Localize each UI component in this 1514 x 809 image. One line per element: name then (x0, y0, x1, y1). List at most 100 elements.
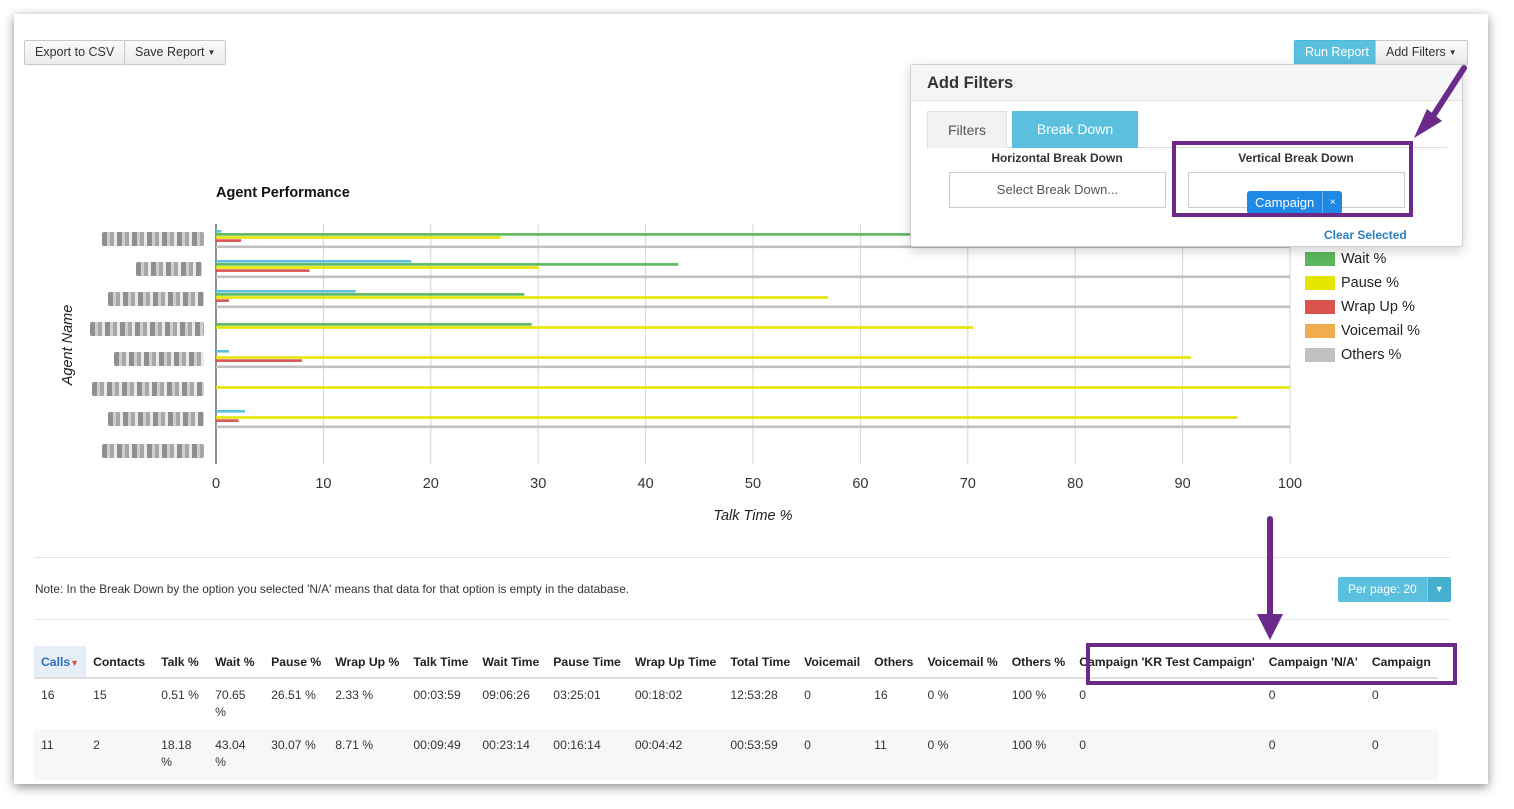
cell: 18.18 % (154, 729, 209, 780)
column-header-wait-time[interactable]: Wait Time (475, 646, 547, 679)
breakdown-note: Note: In the Break Down by the option yo… (35, 582, 630, 596)
x-tick-label: 10 (315, 476, 331, 492)
chart-title: Agent Performance (216, 185, 350, 201)
x-tick-label: 90 (1175, 476, 1191, 492)
cell: 100 % (1004, 729, 1073, 780)
cell: 0 (1371, 688, 1379, 702)
agent-name-redacted (90, 322, 204, 336)
vertical-breakdown-label: Vertical Break Down (1238, 151, 1354, 165)
campaign-chip: Campaign × (1247, 191, 1343, 214)
cell: 00:03:59 (413, 688, 461, 702)
table-row: 11 2 18.18 % 43.04 % 30.07 % 8.71 % 00:0… (34, 729, 1438, 780)
column-header-talk-pct[interactable]: Talk % (154, 646, 209, 679)
campaign-chip-label: Campaign (1247, 191, 1323, 214)
column-header-total-time[interactable]: Total Time (723, 646, 798, 679)
column-header-voicemail[interactable]: Voicemail (797, 646, 868, 679)
bar-wait--agent-2 (216, 293, 525, 296)
report-window: Export to CSV Save Report ▼ Run Report Ad… (14, 14, 1488, 784)
cell: 0 (797, 729, 868, 780)
bar-wait--agent-1 (216, 263, 679, 266)
x-tick-label: 50 (745, 476, 761, 492)
caret-down-icon[interactable]: ▼ (1426, 577, 1451, 602)
column-header-campaign-na[interactable]: Campaign 'N/A' (1261, 646, 1365, 679)
cell: 09:06:26 (482, 688, 530, 702)
column-header-wrapup-time[interactable]: Wrap Up Time (627, 646, 724, 679)
bar-wrap-up--agent-1 (216, 269, 310, 272)
run-report-button[interactable]: Run Report (1294, 40, 1380, 65)
add-filters-button[interactable]: Add Filters ▼ (1375, 40, 1468, 65)
divider (34, 619, 1450, 620)
column-header-wrapup-pct[interactable]: Wrap Up % (328, 646, 407, 679)
x-tick-label: 20 (423, 476, 439, 492)
cell: 43.04 % (208, 729, 265, 780)
cell: 00:18:02 (634, 688, 683, 702)
cell: 30.07 % (264, 729, 329, 780)
column-header-campaign[interactable]: Campaign (1364, 646, 1438, 679)
bar-talk-time--agent-0 (216, 230, 222, 233)
tab-filters[interactable]: Filters (927, 111, 1007, 148)
bar-pause--agent-4 (216, 356, 1192, 359)
agent-name-redacted (108, 292, 204, 306)
save-report-button[interactable]: Save Report ▼ (124, 40, 227, 65)
bar-pause--agent-2 (216, 296, 829, 299)
caret-down-icon: ▼ (207, 48, 216, 57)
cell: 00:16:14 (546, 729, 628, 780)
agent-name-redacted (102, 444, 204, 458)
bar-pause--agent-1 (216, 266, 539, 269)
column-header-calls[interactable]: Calls▼ (34, 646, 87, 679)
cell: 16 (41, 688, 55, 702)
agent-performance-chart: 0 10 20 30 40 50 60 70 80 90 100 Talk Time % Agent N… (60, 224, 1302, 524)
column-header-wait-pct[interactable]: Wait % (208, 646, 265, 679)
column-header-contacts[interactable]: Contacts (86, 646, 155, 679)
bar-talk-time--agent-4 (216, 350, 229, 353)
legend-item: Wait % (1305, 247, 1420, 271)
horizontal-breakdown-label: Horizontal Break Down (991, 151, 1123, 165)
bar-wait--agent-3 (216, 323, 532, 326)
legend-item: Wrap Up % (1305, 295, 1420, 319)
popup-tabs: Filters Break Down (927, 111, 1447, 148)
table-row: 16 15 0.51 % 70.65 % 26.51 % 2.33 % 00:0… (34, 678, 1438, 729)
bar-others--agent-2 (216, 305, 1290, 309)
bar-pause--agent-6 (216, 416, 1238, 419)
cell: 0 % (920, 729, 1005, 780)
bar-others--agent-6 (216, 425, 1290, 429)
bar-wait--agent-0 (216, 233, 975, 236)
bar-wrap-up--agent-0 (216, 239, 242, 242)
cell: 11 (867, 729, 921, 780)
cell: 00:04:42 (627, 729, 724, 780)
column-header-others[interactable]: Others (867, 646, 921, 679)
remove-chip-icon[interactable]: × (1322, 191, 1343, 214)
cell: 8.71 % (328, 729, 407, 780)
clear-selected-link[interactable]: Clear Selected (1324, 228, 1407, 242)
cell: 00:53:59 (723, 729, 798, 780)
x-tick-label: 80 (1067, 476, 1083, 492)
agent-name-redacted (108, 412, 204, 426)
x-tick-label: 70 (960, 476, 976, 492)
column-header-pause-pct[interactable]: Pause % (264, 646, 329, 679)
export-csv-button[interactable]: Export to CSV (24, 40, 126, 65)
per-page-select[interactable]: Per page: 20 ▼ (1338, 577, 1451, 602)
column-header-others-pct[interactable]: Others % (1004, 646, 1073, 679)
divider (34, 557, 1450, 558)
column-header-pause-time[interactable]: Pause Time (546, 646, 628, 679)
cell: 0 (1079, 688, 1086, 702)
bar-talk-time--agent-6 (216, 410, 245, 413)
bar-others--agent-0 (216, 245, 1290, 249)
cell: 0 (1268, 688, 1276, 702)
report-table: Calls▼ Contacts Talk % Wait % Pause % Wr… (34, 646, 1438, 780)
bar-pause--agent-5 (216, 386, 1290, 389)
sort-desc-icon: ▼ (70, 657, 80, 668)
column-header-voicemail-pct[interactable]: Voicemail % (920, 646, 1005, 679)
bar-pause--agent-0 (216, 236, 501, 239)
x-tick-label: 30 (530, 476, 546, 492)
highlight-box (1172, 141, 1413, 217)
tab-break-down[interactable]: Break Down (1012, 111, 1138, 148)
legend-item: Voicemail % (1305, 319, 1420, 343)
cell: 0 (1072, 729, 1262, 780)
column-header-campaign-kr[interactable]: Campaign 'KR Test Campaign' (1072, 646, 1262, 679)
cell: 11 (34, 729, 87, 780)
column-header-talk-time[interactable]: Talk Time (406, 646, 476, 679)
horizontal-breakdown-select[interactable]: Select Break Down... (949, 172, 1166, 208)
cell: 0 % (927, 688, 949, 702)
legend-item: Pause % (1305, 271, 1420, 295)
